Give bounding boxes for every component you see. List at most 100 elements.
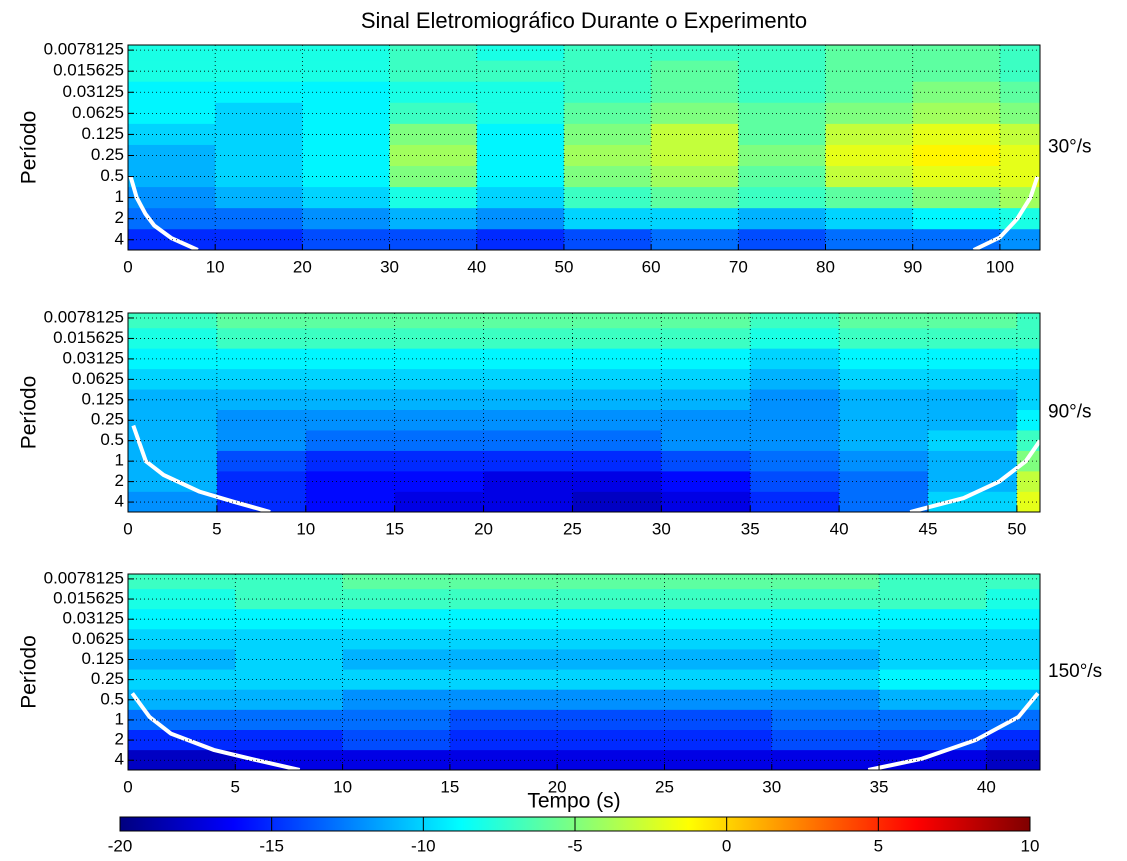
x-tick-label: 5 bbox=[212, 519, 221, 538]
heat-cell bbox=[449, 750, 558, 770]
heat-cell bbox=[557, 649, 666, 671]
heat-cell bbox=[1016, 313, 1040, 329]
axes-frame bbox=[127, 312, 1041, 513]
heat-cell bbox=[128, 313, 218, 329]
heat-cell bbox=[215, 102, 303, 125]
heat-cell bbox=[738, 45, 827, 62]
heat-cell bbox=[651, 123, 739, 146]
x-tick-label: 10 bbox=[296, 519, 315, 538]
heat-cell bbox=[235, 689, 344, 711]
heat-cell bbox=[664, 649, 773, 671]
x-tick-label: 100 bbox=[986, 257, 1014, 276]
heat-cell bbox=[449, 709, 558, 731]
x-tick-label: 0 bbox=[123, 519, 132, 538]
y-tick-label: 0.25 bbox=[91, 145, 124, 164]
heat-cell bbox=[235, 588, 344, 610]
heat-cell bbox=[879, 649, 987, 671]
x-tick-label: 40 bbox=[467, 257, 486, 276]
heat-cell bbox=[216, 430, 307, 452]
heat-cell bbox=[661, 410, 751, 432]
colorbar-tick-label: -20 bbox=[108, 836, 133, 855]
heat-cell bbox=[215, 187, 303, 209]
heat-cell bbox=[879, 669, 987, 691]
panel-label: 30°/s bbox=[1048, 137, 1092, 158]
y-tick-label: 0.5 bbox=[100, 430, 124, 449]
colorbar-tick-label: -5 bbox=[567, 836, 582, 855]
panel-label: 150°/s bbox=[1048, 661, 1102, 682]
heat-cell bbox=[572, 471, 662, 493]
heat-cell bbox=[557, 730, 666, 751]
heat-cell bbox=[305, 450, 396, 472]
heat-cell bbox=[999, 187, 1040, 209]
y-tick-label: 0.125 bbox=[81, 649, 124, 668]
heat-cell bbox=[572, 491, 662, 512]
y-tick-label: 4 bbox=[115, 750, 124, 769]
heat-cell bbox=[750, 450, 840, 472]
heat-cell bbox=[216, 328, 307, 350]
heat-cell bbox=[664, 689, 773, 711]
y-tick-label: 0.125 bbox=[81, 389, 124, 408]
heat-cell bbox=[305, 389, 396, 411]
heat-cell bbox=[664, 750, 773, 770]
heat-cell bbox=[302, 208, 391, 230]
heat-cell bbox=[302, 229, 391, 250]
heat-cell bbox=[215, 208, 303, 230]
heat-cell bbox=[235, 669, 344, 691]
heat-cell bbox=[302, 45, 391, 62]
heat-cell bbox=[986, 629, 1040, 651]
heat-cell bbox=[216, 389, 307, 411]
x-axis-label: Tempo (s) bbox=[527, 790, 620, 813]
heat-cell bbox=[750, 328, 840, 350]
y-tick-label: 0.0625 bbox=[72, 103, 124, 122]
heat-cell bbox=[128, 649, 236, 671]
heat-cell bbox=[999, 208, 1040, 230]
heat-cell bbox=[664, 730, 773, 751]
heat-cell bbox=[999, 45, 1040, 62]
x-tick-label: 35 bbox=[741, 519, 760, 538]
heat-cell bbox=[771, 629, 880, 651]
heat-cell bbox=[215, 144, 303, 167]
heat-cell bbox=[563, 45, 652, 62]
heat-cell bbox=[999, 81, 1040, 104]
heat-cell bbox=[216, 450, 307, 472]
y-tick-label: 4 bbox=[115, 229, 124, 248]
heat-cell bbox=[563, 229, 652, 250]
heat-cell bbox=[128, 669, 236, 691]
heat-cell bbox=[879, 629, 987, 651]
heat-cell bbox=[839, 491, 929, 512]
heat-cell bbox=[128, 187, 216, 209]
heat-cell bbox=[449, 669, 558, 691]
heat-cell bbox=[771, 649, 880, 671]
heat-cell bbox=[216, 471, 307, 493]
heat-cell bbox=[572, 389, 662, 411]
heat-cell bbox=[651, 208, 739, 230]
x-tick-label: 0 bbox=[123, 257, 132, 276]
heat-cell bbox=[305, 430, 396, 452]
y-tick-label: 0.5 bbox=[100, 689, 124, 708]
heat-cell bbox=[664, 629, 773, 651]
heat-cell bbox=[557, 750, 666, 770]
heat-cell bbox=[215, 123, 303, 146]
heat-cell bbox=[999, 102, 1040, 125]
heat-cell bbox=[879, 709, 987, 731]
heat-cell bbox=[449, 730, 558, 751]
x-tick-label: 30 bbox=[762, 777, 781, 796]
heat-cell bbox=[215, 81, 303, 104]
heat-cell bbox=[557, 689, 666, 711]
heat-cell bbox=[572, 328, 662, 350]
heat-cell bbox=[1016, 471, 1040, 493]
heat-cell bbox=[825, 229, 914, 250]
x-tick-label: 35 bbox=[870, 777, 889, 796]
x-tick-label: 5 bbox=[231, 777, 240, 796]
heat-cell bbox=[839, 348, 929, 370]
heat-cell bbox=[664, 669, 773, 691]
heat-cell bbox=[986, 588, 1040, 610]
heat-cell bbox=[128, 609, 236, 630]
heat-cell bbox=[389, 102, 478, 125]
heat-cell bbox=[216, 369, 307, 391]
y-axis-label: Período bbox=[18, 635, 41, 709]
heat-cell bbox=[825, 187, 914, 209]
y-tick-label: 2 bbox=[115, 730, 124, 749]
heat-cell bbox=[999, 166, 1040, 188]
heat-cell bbox=[215, 229, 303, 250]
